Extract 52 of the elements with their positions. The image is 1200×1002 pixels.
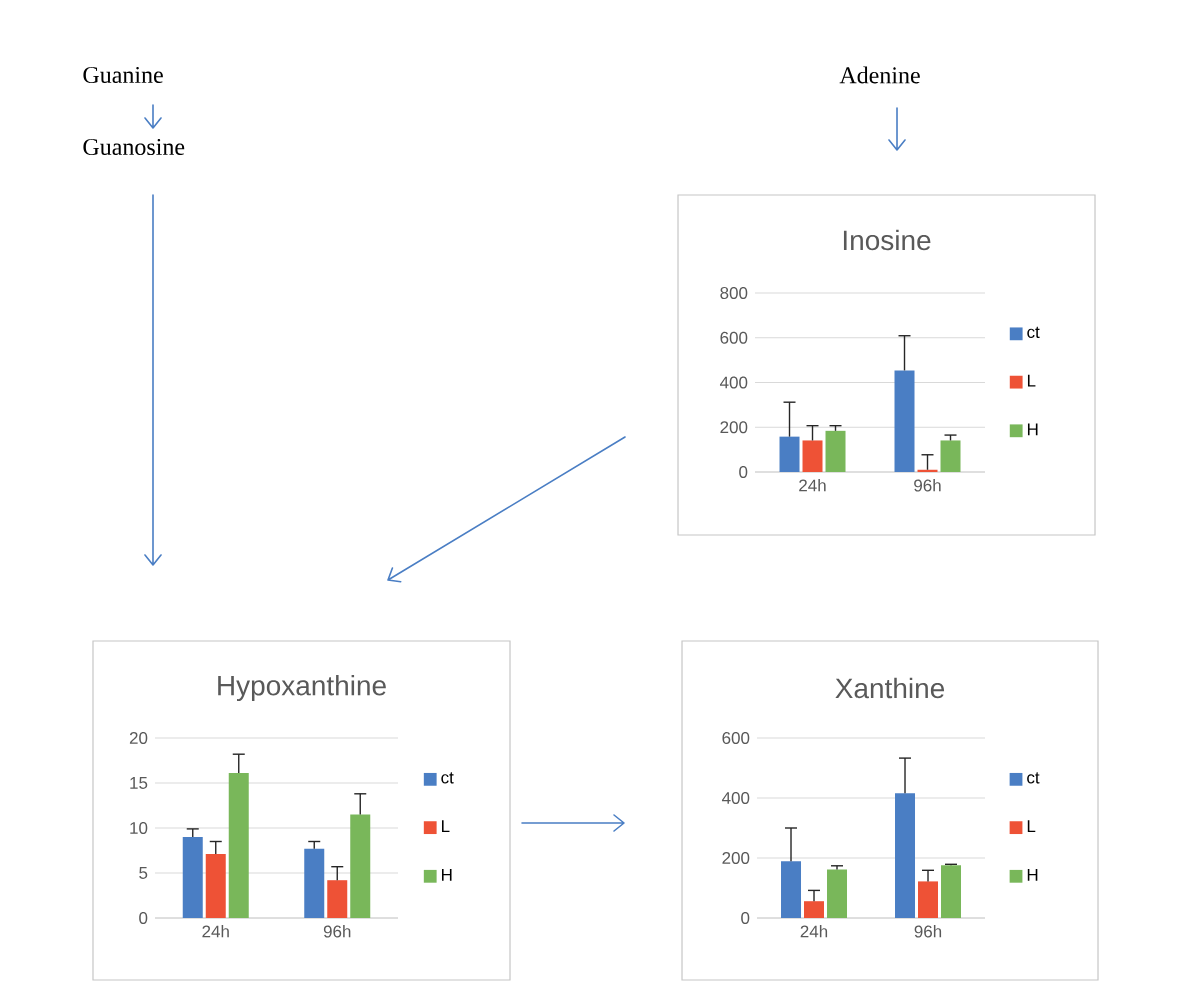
y-tick-label: 400 (719, 376, 748, 389)
bar (327, 880, 348, 918)
bar (894, 370, 915, 472)
chart-title: Hypoxanthine (218, 674, 386, 702)
bar (804, 901, 825, 918)
text: Adenine (839, 66, 920, 84)
legend-label: L (1027, 374, 1036, 387)
chart-title: Inosine (843, 229, 931, 251)
legend-label: H (1027, 868, 1038, 881)
y-tick-label: 0 (139, 911, 148, 925)
y-tick-label: 20 (129, 731, 148, 744)
bar (941, 865, 962, 918)
x-tick-label: 24h (202, 925, 229, 938)
bar (825, 430, 846, 472)
text: Guanosine (83, 138, 185, 156)
y-tick-label: 200 (722, 851, 750, 865)
y-tick-label: 0 (739, 465, 748, 478)
chart-title: Xanthine (835, 677, 945, 699)
bar (827, 869, 848, 918)
text: Guanine (83, 66, 163, 84)
legend-label: L (1027, 820, 1036, 832)
x-tick-label: 96h (914, 479, 941, 492)
bar (781, 861, 802, 918)
x-tick-label: 96h (914, 925, 942, 938)
bar (895, 793, 916, 918)
y-tick-label: 600 (720, 331, 748, 344)
y-tick-label: 800 (720, 286, 748, 300)
bar (802, 440, 823, 472)
bar (779, 436, 800, 472)
y-tick-label: 15 (130, 777, 148, 789)
y-tick-label: 400 (721, 791, 750, 805)
legend-label: H (1027, 423, 1038, 436)
bar (350, 814, 371, 918)
y-tick-label: 10 (130, 821, 148, 835)
legend-label: H (442, 868, 452, 881)
legend-label: ct (1027, 326, 1040, 338)
bar (228, 773, 249, 918)
bar (304, 848, 325, 918)
x-tick-label: 96h (323, 925, 351, 938)
y-tick-label: 5 (139, 867, 148, 879)
bar (205, 854, 226, 918)
legend-label: ct (1027, 772, 1040, 784)
x-tick-label: 24h (799, 479, 826, 492)
bar (918, 881, 939, 918)
bar (940, 440, 961, 472)
y-tick-label: 0 (741, 911, 750, 925)
x-tick-label: 24h (800, 925, 828, 938)
legend-label: ct (441, 772, 454, 784)
y-tick-label: 600 (722, 731, 750, 745)
y-tick-label: 200 (720, 421, 748, 434)
legend-label: L (442, 820, 450, 832)
bar (182, 837, 203, 918)
